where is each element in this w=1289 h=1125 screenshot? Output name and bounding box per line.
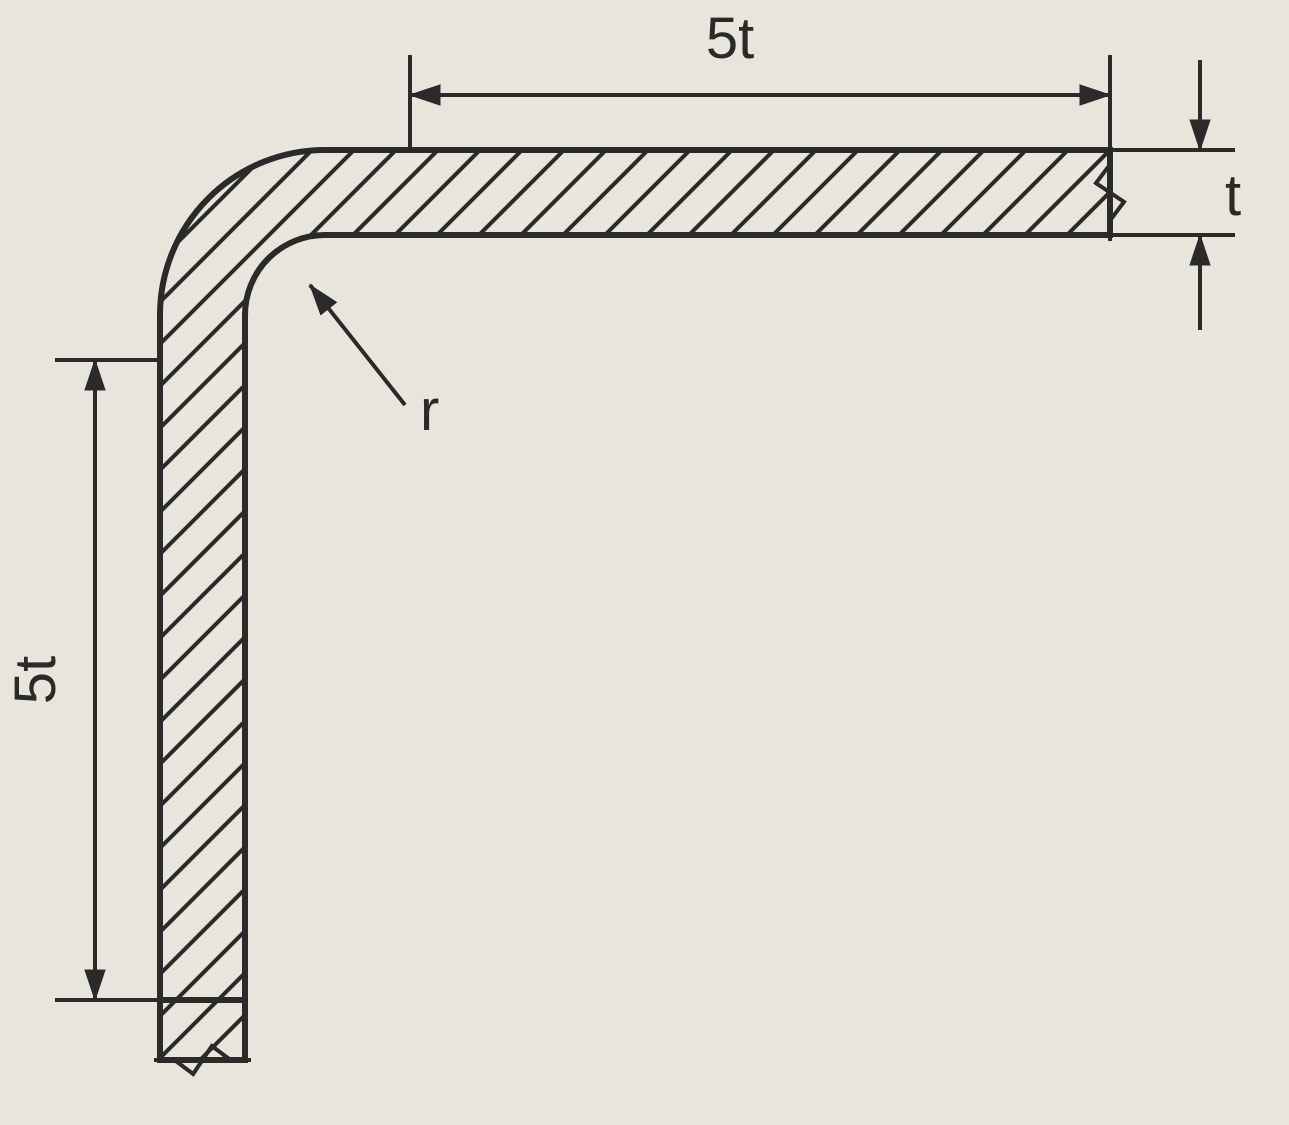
label-top-5t: 5t [706, 6, 754, 71]
label-thickness-t: t [1225, 163, 1241, 228]
label-left-5t: 5t [3, 656, 68, 704]
bend-diagram: 5t 5t t r [0, 0, 1289, 1125]
label-radius-r: r [420, 378, 439, 443]
